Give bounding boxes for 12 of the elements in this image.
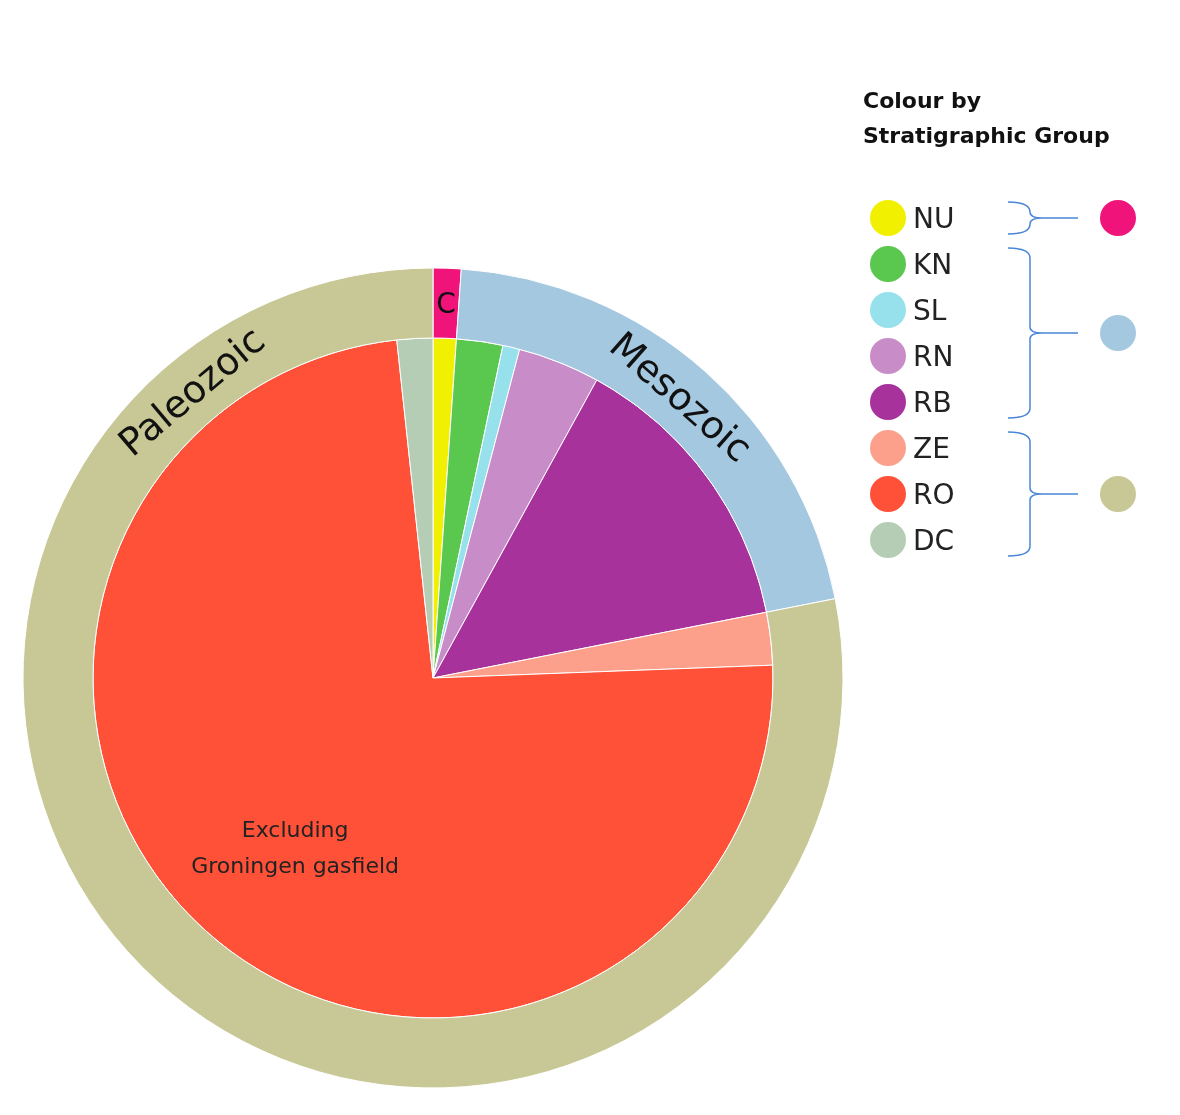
legend-label: SL <box>913 294 947 327</box>
legend-label: NU <box>913 202 955 235</box>
slice-label: C <box>436 286 456 320</box>
legend-title: Colour by Stratigraphic Group <box>863 88 1110 148</box>
legend-label: DC <box>913 524 955 557</box>
text: Excluding Groningen gasfield <box>191 817 400 879</box>
legend-label: KN <box>913 248 953 281</box>
legend-label: RB <box>913 386 952 419</box>
donut-slice <box>22 267 843 1089</box>
legend-label: RN <box>913 340 954 373</box>
legend-label: RO <box>913 478 955 511</box>
legend-label: ZE <box>913 432 950 465</box>
